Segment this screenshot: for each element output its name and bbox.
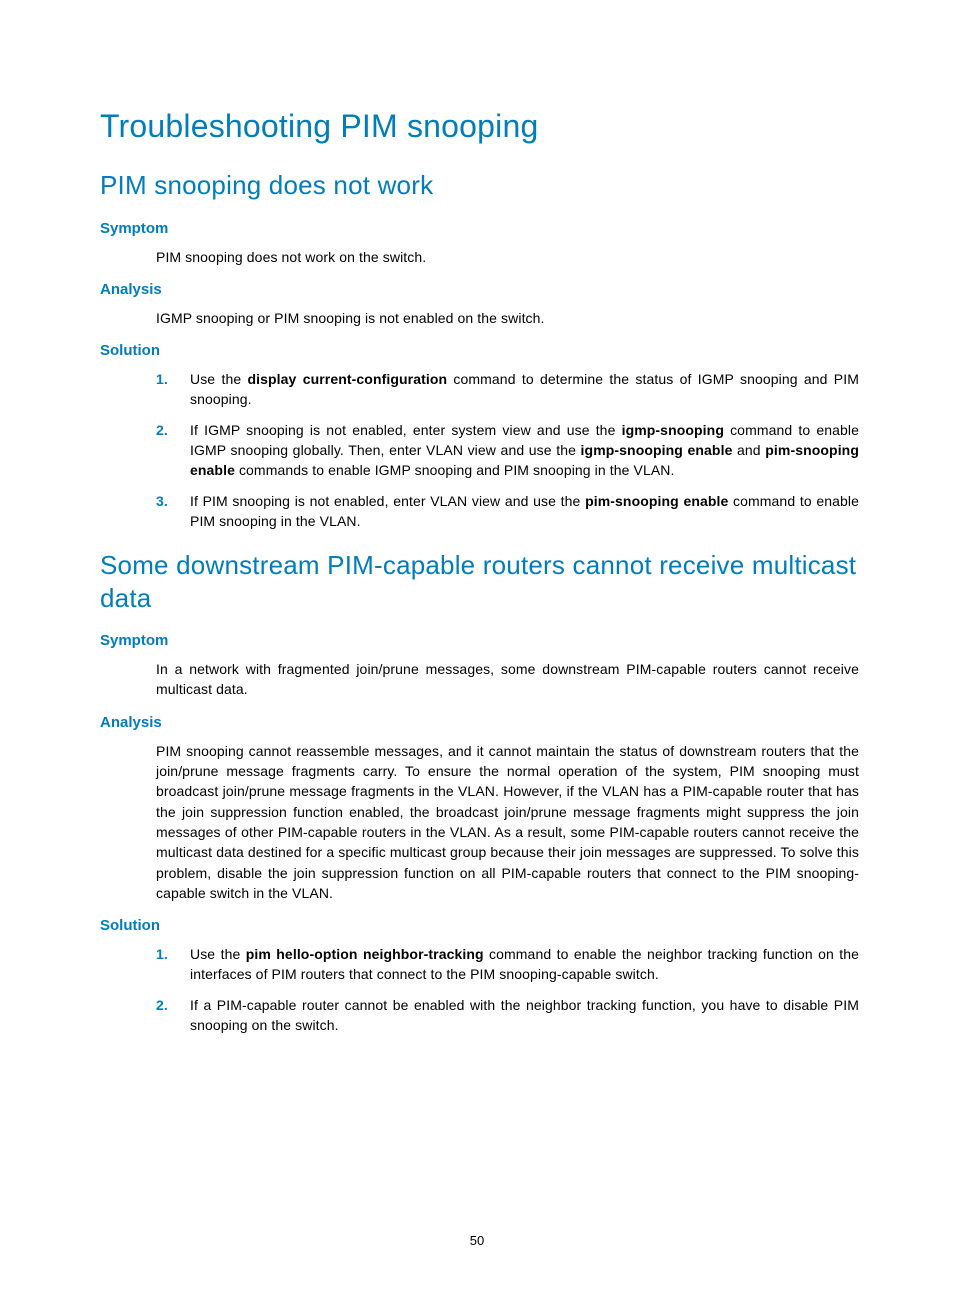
analysis-label-1: Analysis bbox=[100, 281, 859, 298]
list-text: If PIM snooping is not enabled, enter VL… bbox=[190, 491, 859, 532]
document-page: Troubleshooting PIM snooping PIM snoopin… bbox=[0, 0, 954, 1296]
list-number: 1. bbox=[156, 944, 190, 985]
list-number: 3. bbox=[156, 491, 190, 532]
list-number: 1. bbox=[156, 369, 190, 410]
solution-list-1: 1. Use the display current-configuration… bbox=[156, 369, 859, 531]
solution-label-1: Solution bbox=[100, 342, 859, 359]
analysis-text-2: PIM snooping cannot reassemble messages,… bbox=[156, 741, 859, 903]
text-fragment: If IGMP snooping is not enabled, enter s… bbox=[190, 422, 622, 438]
section-heading-2: Some downstream PIM-capable routers cann… bbox=[100, 549, 859, 614]
symptom-text-1: PIM snooping does not work on the switch… bbox=[156, 247, 859, 267]
solution-item: 3. If PIM snooping is not enabled, enter… bbox=[156, 491, 859, 532]
list-text: Use the display current-configuration co… bbox=[190, 369, 859, 410]
solution-item: 1. Use the display current-configuration… bbox=[156, 369, 859, 410]
text-fragment: Use the bbox=[190, 371, 248, 387]
command-text: igmp-snooping enable bbox=[581, 442, 733, 458]
text-fragment: Use the bbox=[190, 946, 246, 962]
list-number: 2. bbox=[156, 995, 190, 1036]
solution-label-2: Solution bbox=[100, 917, 859, 934]
command-text: pim-snooping enable bbox=[585, 493, 728, 509]
list-number: 2. bbox=[156, 420, 190, 481]
text-fragment: and bbox=[732, 442, 765, 458]
command-text: igmp-snooping bbox=[622, 422, 724, 438]
text-fragment: If PIM snooping is not enabled, enter VL… bbox=[190, 493, 585, 509]
section-heading-1: PIM snooping does not work bbox=[100, 169, 859, 202]
solution-item: 2. If a PIM-capable router cannot be ena… bbox=[156, 995, 859, 1036]
solution-list-2: 1. Use the pim hello-option neighbor-tra… bbox=[156, 944, 859, 1035]
list-text: If IGMP snooping is not enabled, enter s… bbox=[190, 420, 859, 481]
solution-item: 1. Use the pim hello-option neighbor-tra… bbox=[156, 944, 859, 985]
list-text: If a PIM-capable router cannot be enable… bbox=[190, 995, 859, 1036]
text-fragment: commands to enable IGMP snooping and PIM… bbox=[235, 462, 675, 478]
page-title: Troubleshooting PIM snooping bbox=[100, 108, 859, 145]
page-number: 50 bbox=[0, 1233, 954, 1248]
symptom-label-1: Symptom bbox=[100, 220, 859, 237]
analysis-text-1: IGMP snooping or PIM snooping is not ena… bbox=[156, 308, 859, 328]
solution-item: 2. If IGMP snooping is not enabled, ente… bbox=[156, 420, 859, 481]
analysis-label-2: Analysis bbox=[100, 714, 859, 731]
command-text: pim hello-option neighbor-tracking bbox=[246, 946, 484, 962]
section-2: Some downstream PIM-capable routers cann… bbox=[100, 549, 859, 1035]
list-text: Use the pim hello-option neighbor-tracki… bbox=[190, 944, 859, 985]
command-text: display current-configuration bbox=[248, 371, 448, 387]
symptom-text-2: In a network with fragmented join/prune … bbox=[156, 659, 859, 700]
symptom-label-2: Symptom bbox=[100, 632, 859, 649]
